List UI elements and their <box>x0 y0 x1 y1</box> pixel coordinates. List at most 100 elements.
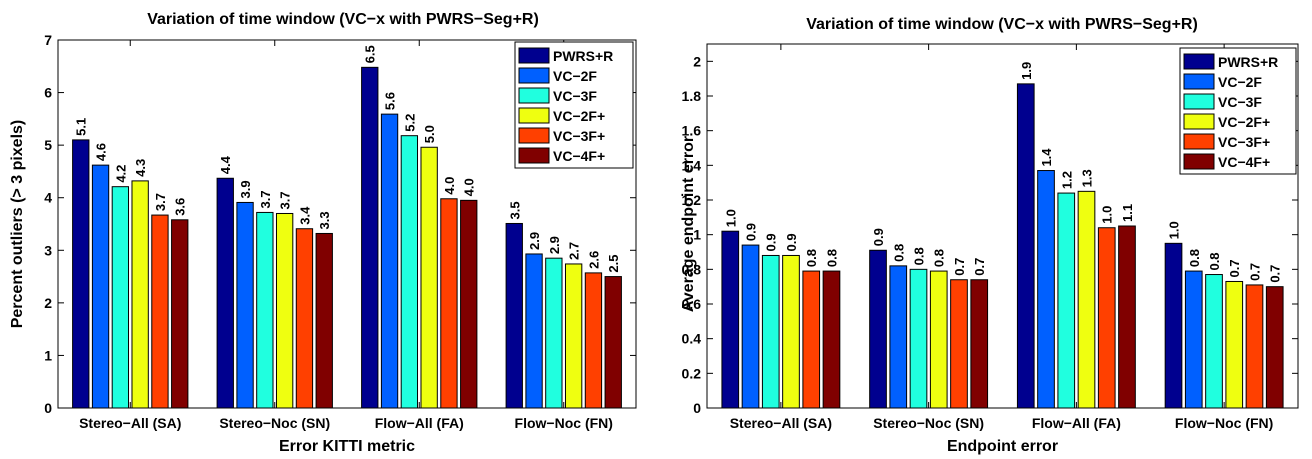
bar <box>564 263 583 409</box>
bar <box>111 186 130 409</box>
bar <box>1016 83 1035 409</box>
data-label: 5.6 <box>383 92 398 110</box>
y-tick-label: 7 <box>44 32 52 48</box>
legend-entry: VC−2F <box>553 68 597 84</box>
legend-entry: VC−3F <box>553 88 597 104</box>
data-label: 4.4 <box>218 155 233 174</box>
data-label: 4.6 <box>94 143 109 161</box>
data-label: 2.9 <box>527 232 542 250</box>
legend-swatch <box>518 67 550 84</box>
chart-1: Variation of time window (VC−x with PWRS… <box>9 11 637 455</box>
data-label: 0.8 <box>804 249 819 267</box>
bar <box>440 198 458 409</box>
bar <box>1184 270 1203 409</box>
legend-swatch <box>1183 93 1215 110</box>
data-label: 0.7 <box>972 258 987 276</box>
data-label: 0.9 <box>764 233 779 251</box>
data-label: 1.3 <box>1079 169 1094 187</box>
y-tick-label: 3 <box>44 242 52 258</box>
data-label: 0.8 <box>1207 252 1222 270</box>
data-label: 0.8 <box>912 247 927 265</box>
legend-entry: VC−3F+ <box>553 128 605 144</box>
bar <box>256 211 274 409</box>
data-label: 1.9 <box>1019 62 1034 80</box>
legend-swatch <box>1183 153 1215 170</box>
data-label: 0.7 <box>1268 265 1283 283</box>
y-tick-label: 4 <box>44 190 52 206</box>
x-tick-label: Flow−Noc (FN) <box>1175 415 1273 431</box>
bar <box>91 164 110 409</box>
x-tick-label: Stereo−All (SA) <box>730 415 832 431</box>
chart-2: Variation of time window (VC−x with PWRS… <box>680 16 1299 455</box>
legend-swatch <box>518 87 550 104</box>
bar <box>216 177 234 409</box>
y-tick-label: 1.2 <box>682 192 702 208</box>
legend-entry: VC−4F+ <box>553 148 605 164</box>
y-tick-label: 0.8 <box>682 261 702 277</box>
bar <box>869 249 887 409</box>
x-axis-label: Error KITTI metric <box>279 438 415 455</box>
bar <box>1225 280 1244 409</box>
data-label: 6.5 <box>363 45 378 63</box>
bar <box>380 113 399 409</box>
data-label: 0.7 <box>952 258 967 276</box>
data-label: 3.7 <box>278 191 293 209</box>
data-label: 3.9 <box>238 180 253 198</box>
legend-swatch <box>1183 53 1215 70</box>
bar <box>315 232 333 409</box>
legend-swatch <box>1183 73 1215 90</box>
legend-swatch <box>1183 113 1215 130</box>
y-tick-label: 5 <box>44 137 52 153</box>
x-tick-label: Flow−All (FA) <box>1032 415 1121 431</box>
bar <box>802 270 821 409</box>
bar <box>1265 286 1284 409</box>
y-tick-label: 1.8 <box>682 88 702 104</box>
bar <box>1118 225 1136 409</box>
data-label: 2.5 <box>606 254 621 272</box>
data-label: 1.4 <box>1039 148 1054 167</box>
data-label: 4.0 <box>442 177 457 195</box>
legend: PWRS+R VC−2F VC−3F VC−2F+ VC−3F+ VC−4F+ <box>1179 47 1297 175</box>
data-label: 0.9 <box>871 228 886 246</box>
legend-entry: VC−3F+ <box>1218 134 1270 150</box>
legend-swatch <box>518 127 550 144</box>
chart-title: Variation of time window (VC−x with PWRS… <box>147 11 539 28</box>
bar <box>741 244 760 409</box>
data-label: 0.8 <box>932 249 947 267</box>
data-label: 3.7 <box>258 190 273 208</box>
bar <box>1057 192 1076 409</box>
bar <box>420 146 438 409</box>
data-label: 0.8 <box>891 244 906 262</box>
bar <box>295 228 314 409</box>
data-label: 5.0 <box>422 125 437 143</box>
axes-frame <box>57 39 637 409</box>
data-label: 5.1 <box>74 118 89 136</box>
legend-swatch <box>518 47 550 64</box>
y-tick-label: 1 <box>693 227 701 243</box>
data-label: 0.8 <box>824 249 839 267</box>
data-label: 2.7 <box>567 242 582 260</box>
x-tick-label: Stereo−All (SA) <box>79 415 181 431</box>
data-label: 4.0 <box>462 178 477 196</box>
bar <box>275 212 294 409</box>
data-label: 0.9 <box>784 233 799 251</box>
data-label: 1.0 <box>723 209 738 227</box>
bar <box>1037 170 1055 409</box>
data-label: 4.3 <box>133 159 148 177</box>
bar <box>545 257 563 409</box>
data-label: 4.2 <box>113 165 128 183</box>
data-label: 3.3 <box>317 211 332 229</box>
y-tick-label: 0.6 <box>682 296 702 312</box>
bar <box>400 135 419 409</box>
bar <box>1077 190 1096 409</box>
data-label: 0.8 <box>1187 249 1202 267</box>
x-tick-label: Stereo−Noc (SN) <box>219 415 330 431</box>
legend-entry: PWRS+R <box>553 48 613 64</box>
bar <box>909 268 928 409</box>
data-label: 2.9 <box>547 236 562 254</box>
legend-entry: VC−2F <box>1218 74 1262 90</box>
legend-entry: VC−2F+ <box>1218 114 1270 130</box>
y-tick-label: 2 <box>44 295 52 311</box>
data-label: 1.0 <box>1100 206 1115 224</box>
